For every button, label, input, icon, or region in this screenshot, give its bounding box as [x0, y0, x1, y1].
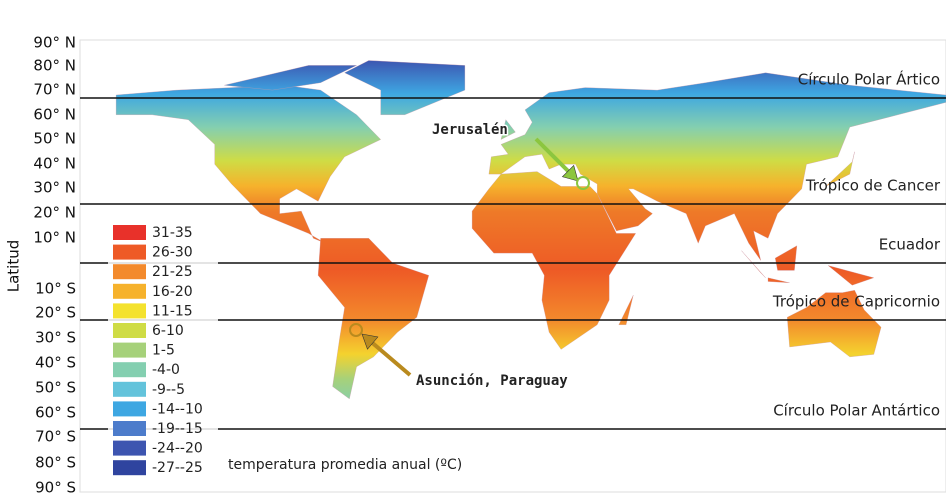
landmass: [787, 290, 882, 358]
latitude-label: 80° N: [33, 57, 76, 75]
latitude-label: 10° N: [33, 229, 76, 247]
legend-swatch: [113, 440, 146, 456]
landmass: [488, 72, 946, 261]
latitude-label: 40° S: [35, 354, 76, 372]
landmass: [317, 238, 429, 400]
legend-swatch: [113, 342, 146, 358]
axis-label: Latitud: [5, 240, 23, 293]
annotation-marker: [576, 176, 590, 190]
latitude-label: 70° S: [35, 428, 76, 446]
legend-label: -9--5: [152, 382, 185, 398]
legend-label: -19--15: [152, 421, 203, 437]
latitude-label: 70° N: [33, 81, 76, 99]
legend-label: 1-5: [152, 343, 175, 359]
legend-swatch: [113, 381, 146, 397]
landmass: [767, 277, 790, 283]
legend-swatch: [113, 421, 146, 436]
legend-swatch: [113, 264, 146, 280]
legend-label: 6-10: [152, 323, 184, 339]
latitude-label: 20° S: [35, 304, 76, 322]
legend-label: -24--20: [152, 441, 203, 457]
legend-swatch: [113, 401, 146, 417]
landmass: [825, 151, 855, 187]
legend-title: temperatura promedia anual (ºC): [228, 457, 462, 473]
latitude-label: 80° S: [35, 454, 76, 472]
legend-label: -14--10: [152, 401, 203, 417]
land: [115, 60, 946, 400]
legend-swatch: [113, 244, 146, 260]
annotation-label: Jerusalén: [432, 122, 508, 138]
reference-label: Trópico de Capricornio: [772, 293, 940, 311]
landmass: [828, 265, 875, 286]
landmass: [224, 65, 357, 91]
legend-label: 21-25: [152, 264, 193, 280]
landmass: [471, 171, 636, 350]
landmass: [115, 85, 381, 244]
legend-swatch: [113, 283, 146, 299]
latitude-label: 10° S: [35, 280, 76, 298]
landmass: [775, 245, 798, 271]
latitude-label: 30° N: [33, 179, 76, 197]
reference-label: Círculo Polar Antártico: [773, 402, 940, 420]
reference-label: Trópico de Cancer: [805, 177, 941, 195]
annotation-label: Asunción, Paraguay: [416, 373, 568, 389]
latitude-label: 60° N: [33, 106, 76, 124]
landmass: [741, 250, 766, 278]
legend-label: 11-15: [152, 303, 193, 319]
landmass: [618, 295, 634, 325]
legend-label: -4-0: [152, 362, 180, 378]
latitude-label: 90° N: [33, 34, 76, 52]
latitude-label: 50° S: [35, 379, 76, 397]
latitude-label: 60° S: [35, 404, 76, 422]
latitude-label: 30° S: [35, 329, 76, 347]
annotation-arrowhead: [561, 164, 579, 182]
latitude-label: 20° N: [33, 204, 76, 222]
legend-label: 16-20: [152, 284, 193, 300]
latitude-label: 50° N: [33, 130, 76, 148]
landmass: [344, 60, 466, 115]
legend-swatch: [113, 323, 146, 338]
latitude-label: 90° S: [35, 479, 76, 497]
latitude-label: 40° N: [33, 155, 76, 173]
annotation-arrowhead: [361, 333, 379, 350]
legend-label: -27--25: [152, 460, 203, 476]
reference-label: Ecuador: [879, 236, 941, 254]
legend-label: 26-30: [152, 245, 193, 261]
reference-label: Círculo Polar Ártico: [798, 70, 940, 89]
annotation-marker: [349, 323, 363, 337]
legend-swatch: [113, 225, 146, 240]
legend-swatch: [113, 460, 146, 476]
legend-swatch: [113, 303, 146, 319]
legend-label: 31-35: [152, 225, 193, 241]
annotation-arrow: [366, 337, 412, 377]
annotation-arrow: [534, 137, 574, 177]
legend-swatch: [113, 362, 146, 378]
landmass: [500, 119, 516, 140]
